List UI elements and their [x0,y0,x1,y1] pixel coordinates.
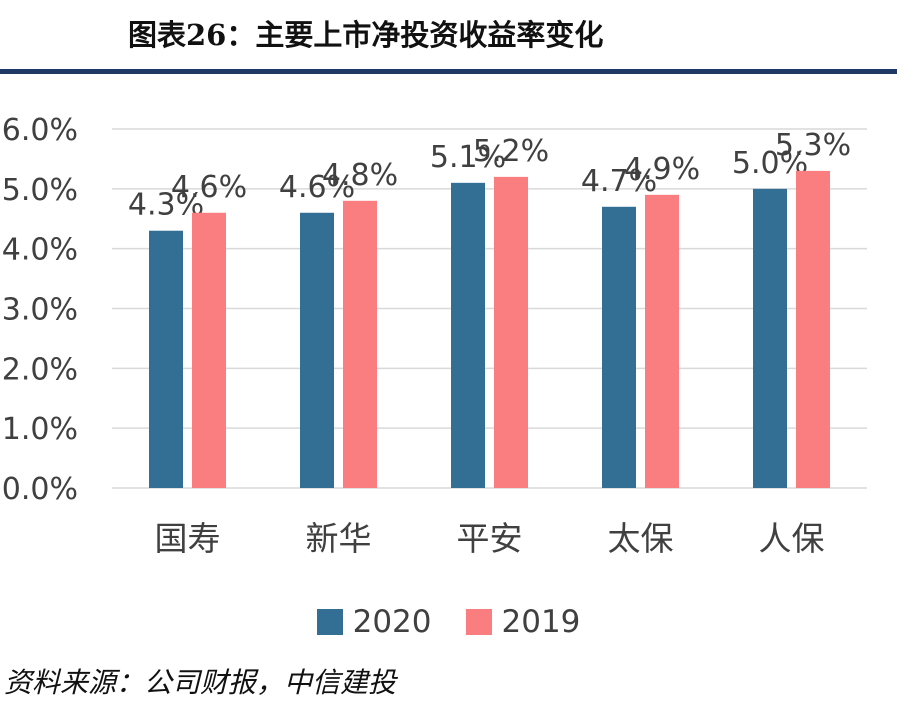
y-tick-label: 2.0% [2,352,78,387]
data-label: 4.7% [581,164,657,199]
x-tick-label: 国寿 [155,519,221,558]
bar-chart: 0.0%1.0%2.0%3.0%4.0%5.0%6.0%4.3%4.6%国寿4.… [2,113,867,558]
bar-2019 [494,176,528,488]
legend-swatch-2019 [465,609,492,635]
y-tick-label: 4.0% [2,233,78,268]
data-label: 4.9% [624,152,700,187]
legend-label-2019: 2019 [501,604,581,640]
x-tick-label: 新华 [306,519,372,558]
bar-2019 [796,170,830,488]
data-label: 5.0% [732,146,808,181]
legend-swatch-2020 [316,609,343,635]
x-tick-label: 平安 [457,519,523,558]
bar-2020 [149,230,183,488]
y-tick-label: 0.0% [2,472,78,507]
legend-label-2020: 2020 [352,604,432,640]
data-label: 5.3% [775,128,851,163]
source-note: 资料来源：公司财报，中信建投 [4,666,397,699]
data-label: 4.8% [322,158,398,193]
data-label: 4.6% [279,170,355,205]
bar-2020 [753,188,787,489]
data-label: 4.6% [171,170,247,205]
y-tick-label: 5.0% [2,173,78,208]
y-tick-label: 3.0% [2,293,78,328]
legend: 2020 2019 [0,604,897,640]
legend-item-2020: 2020 [316,604,432,640]
y-tick-label: 6.0% [2,113,78,148]
bar-2019 [343,200,377,489]
bar-2019 [645,194,679,489]
y-tick-label: 1.0% [2,412,78,447]
bar-2019 [192,212,226,488]
bar-2020 [300,212,334,488]
title-divider [0,69,897,74]
bar-2020 [451,182,485,488]
x-tick-label: 人保 [759,519,825,558]
data-label: 5.1% [430,140,506,175]
legend-item-2019: 2019 [465,604,581,640]
data-label: 4.3% [128,188,204,223]
data-label: 5.2% [473,134,549,169]
chart-title: 图表26：主要上市净投资收益率变化 [128,18,604,52]
x-tick-label: 太保 [608,519,674,558]
bar-2020 [602,206,636,489]
